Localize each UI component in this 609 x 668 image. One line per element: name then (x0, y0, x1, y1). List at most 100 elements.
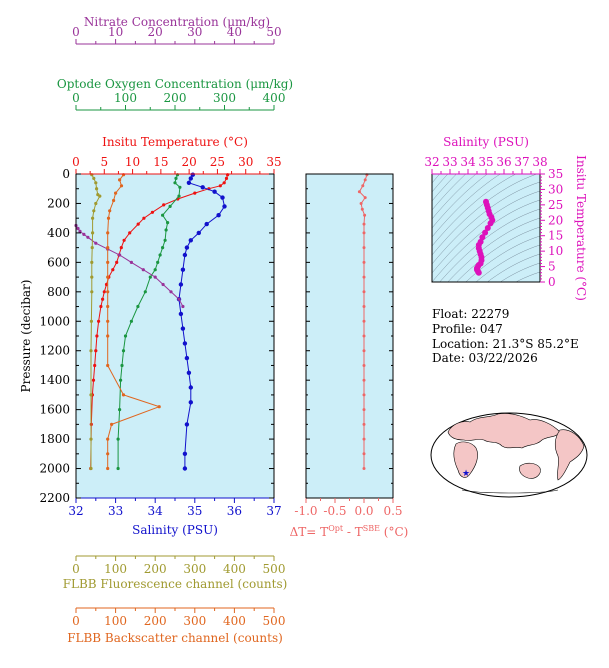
delta-point (362, 408, 366, 412)
delta-plot-area (306, 174, 393, 498)
oxygen-point (120, 363, 124, 368)
ts-temperature-tick-label: 35 (548, 167, 563, 181)
fluorescence-point (90, 246, 94, 250)
oxygen-point (119, 378, 123, 382)
ts-temperature-tick-label: 10 (548, 244, 563, 258)
delta-point (362, 467, 366, 470)
temperature-tick-label: 10 (125, 155, 140, 169)
profile-date: Date: 03/22/2026 (432, 351, 538, 365)
ts-density-contour (447, 217, 540, 282)
salinity-point (188, 385, 193, 390)
salinity-point (182, 252, 188, 258)
delta-point (362, 290, 366, 294)
pressure-tick-label: 1600 (39, 403, 70, 417)
oxygen-point (148, 275, 152, 279)
salinity-point (212, 189, 217, 194)
map-land-eurasia (447, 413, 561, 449)
nitrate-tick-label: 40 (227, 25, 242, 39)
oxygen-point (161, 246, 165, 250)
oxygen-axis-title: Optode Oxygen Concentration (μm/kg) (57, 77, 293, 91)
temperature-point (162, 203, 166, 207)
ts-temperature-tick-label: 15 (548, 229, 563, 243)
salinity-point (216, 213, 221, 218)
backscatter-point (106, 363, 110, 368)
temperature-point (115, 260, 119, 264)
salinity-tick-label: 32 (68, 504, 83, 518)
salinity-point (188, 400, 193, 405)
ts-temperature-axis-title: Insitu Temperature (°C) (574, 155, 588, 301)
ts-density-contour (487, 253, 540, 282)
oxygen-tick-label: 300 (213, 91, 236, 105)
pressure-tick-label: 1400 (39, 373, 70, 387)
temperature-point (222, 181, 226, 185)
salinity-tick-label: 36 (227, 504, 242, 518)
fluorescence-tick-label: 500 (263, 562, 286, 576)
oxygen-point (178, 185, 182, 189)
ts-density-contour (432, 174, 501, 238)
nitrate-point (181, 304, 185, 309)
oxygen-point (129, 319, 133, 323)
pressure-tick-label: 2000 (39, 462, 70, 476)
temperature-point (218, 184, 222, 188)
ts-point (479, 234, 486, 241)
float-location-marker: ★ (462, 469, 470, 479)
salinity-tick-label: 33 (108, 504, 123, 518)
salinity-point (196, 230, 201, 236)
oxygen-point (158, 253, 162, 257)
fluorescence-tick-label: 100 (104, 562, 127, 576)
delta-point (362, 452, 366, 456)
oxygen-point (174, 176, 178, 180)
nitrate-tick-label: 30 (187, 25, 202, 39)
oxygen-point (163, 238, 167, 242)
oxygen-point (136, 304, 140, 309)
salinity-point (184, 422, 190, 427)
delta-point (363, 213, 367, 217)
ts-density-contour (499, 262, 540, 282)
delta-tick-label: 0.0 (354, 504, 373, 518)
ts-point (484, 225, 491, 231)
pressure-axis-title: Pressure (decibar) (19, 280, 33, 393)
temperature-point (136, 222, 140, 226)
backscatter-tick-label: 100 (104, 614, 127, 628)
fluorescence-point (91, 231, 95, 235)
backscatter-point (106, 452, 110, 456)
ts-density-contour (432, 174, 488, 229)
salinity-point (182, 451, 188, 456)
ts-salinity-tick-label: 33 (442, 155, 457, 169)
oxygen-tick-label: 0 (72, 91, 80, 105)
temperature-point (93, 363, 97, 368)
temperature-point (99, 304, 103, 309)
map-land-africa (453, 441, 478, 478)
fluorescence-point (92, 209, 96, 213)
backscatter-tick-label: 300 (183, 614, 206, 628)
backscatter-point (114, 191, 118, 195)
fluorescence-point (92, 176, 96, 180)
delta-tick-label: -1.0 (294, 504, 317, 518)
salinity-point (180, 267, 186, 272)
oxygen-tick-label: 400 (263, 91, 286, 105)
salinity-point (188, 238, 193, 243)
backscatter-tick-label: 500 (263, 614, 286, 628)
fluorescence-point (89, 437, 93, 441)
fluorescence-point (89, 466, 93, 471)
temperature-point (102, 290, 106, 294)
oxygen-point (118, 408, 122, 412)
fluorescence-point (89, 319, 93, 323)
backscatter-point (112, 198, 116, 203)
backscatter-point (106, 246, 110, 250)
fluorescence-point (95, 187, 99, 191)
fluorescence-point (94, 181, 98, 185)
temperature-point (150, 210, 154, 214)
backscatter-point (106, 231, 110, 235)
backscatter-axis-title: FLBB Backscatter channel (counts) (67, 631, 283, 645)
float-location: Location: 21.3°S 85.2°E (432, 337, 579, 351)
ts-point (487, 220, 494, 227)
ts-temperature-tick-label: 5 (548, 260, 556, 274)
oxygen-point (166, 221, 170, 225)
backscatter-point (121, 393, 126, 397)
delta-point (360, 207, 364, 211)
map-land-antarctica (461, 489, 559, 494)
salinity-tick-label: 34 (148, 504, 164, 518)
delta-point (362, 378, 366, 382)
ts-salinity-tick-label: 34 (460, 155, 476, 169)
